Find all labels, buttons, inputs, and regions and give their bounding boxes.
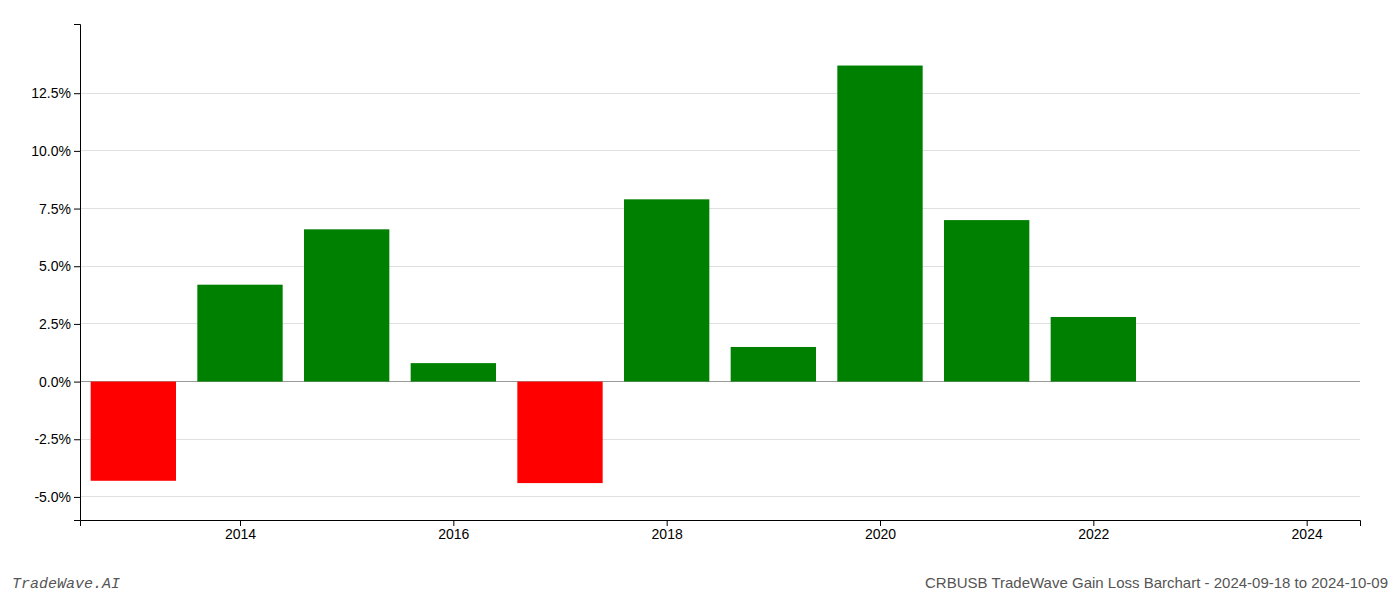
y-tick: 5.0% — [39, 258, 80, 274]
x-tick: 2016 — [438, 520, 469, 542]
chart: 2014 2016 2018 2020 2022 2024 -5.0% -2.5% 0.0% 2.… — [0, 0, 1400, 600]
y-tick: 7.5% — [39, 201, 80, 217]
x-tick: 2022 — [1078, 520, 1109, 542]
grid — [80, 93, 1360, 497]
y-tick: 10.0% — [31, 143, 80, 159]
y-tick-mark — [74, 497, 80, 498]
y-tick-label: 10.0% — [31, 143, 71, 159]
bar — [517, 382, 602, 484]
x-axis: 2014 2016 2018 2020 2022 2024 — [81, 520, 1361, 542]
y-tick-label: -5.0% — [34, 489, 71, 505]
x-tick-label: 2016 — [438, 526, 469, 542]
grid-line — [80, 496, 1360, 497]
bars — [91, 66, 1136, 484]
bar — [1051, 317, 1136, 382]
x-tick: 2020 — [865, 520, 896, 542]
x-axis-line — [81, 521, 1361, 527]
y-axis-line — [74, 25, 81, 521]
y-tick-mark — [74, 209, 80, 210]
bar — [197, 285, 282, 382]
y-tick: -2.5% — [34, 431, 80, 447]
grid-line — [80, 150, 1360, 151]
bar — [837, 66, 922, 382]
y-tick-mark — [74, 382, 80, 383]
y-tick: 2.5% — [39, 316, 80, 332]
y-tick: 12.5% — [31, 85, 80, 101]
y-tick-mark — [74, 266, 80, 267]
grid-line — [80, 93, 1360, 94]
x-tick-label: 2024 — [1292, 526, 1323, 542]
bar — [411, 363, 496, 381]
y-tick-label: 2.5% — [39, 316, 71, 332]
x-tick: 2014 — [225, 520, 256, 542]
x-tick-label: 2014 — [225, 526, 256, 542]
y-tick-mark — [74, 93, 80, 94]
y-tick-label: 7.5% — [39, 201, 71, 217]
bar — [624, 199, 709, 381]
grid-line — [80, 439, 1360, 440]
title: CRBUSB TradeWave Gain Loss Barchart - 20… — [925, 574, 1388, 591]
x-tick: 2018 — [652, 520, 683, 542]
y-tick: 0.0% — [39, 374, 80, 390]
y-tick-mark — [74, 324, 80, 325]
bar — [91, 382, 176, 481]
y-tick: -5.0% — [34, 489, 80, 505]
x-tick: 2024 — [1292, 520, 1323, 542]
grid-line — [80, 208, 1360, 209]
x-tick-label: 2022 — [1078, 526, 1109, 542]
y-tick-mark — [74, 151, 80, 152]
y-tick-mark — [74, 439, 80, 440]
bar — [731, 347, 816, 382]
bar — [1157, 381, 1242, 382]
watermark: TradeWave.AI — [12, 576, 120, 593]
y-tick-label: 0.0% — [39, 374, 71, 390]
y-tick-label: 5.0% — [39, 258, 71, 274]
grid-line — [80, 266, 1360, 267]
bar — [304, 229, 389, 381]
bar — [944, 220, 1029, 381]
x-tick-label: 2020 — [865, 526, 896, 542]
y-tick-label: 12.5% — [31, 85, 71, 101]
plot: 2014 2016 2018 2020 2022 2024 -5.0% -2.5% 0.0% 2.… — [31, 25, 1360, 542]
y-tick-label: -2.5% — [34, 431, 71, 447]
y-axis: -5.0% -2.5% 0.0% 2.5% 5.0% 7.5% 10.0% 12.5% — [31, 25, 80, 521]
x-tick-label: 2018 — [652, 526, 683, 542]
